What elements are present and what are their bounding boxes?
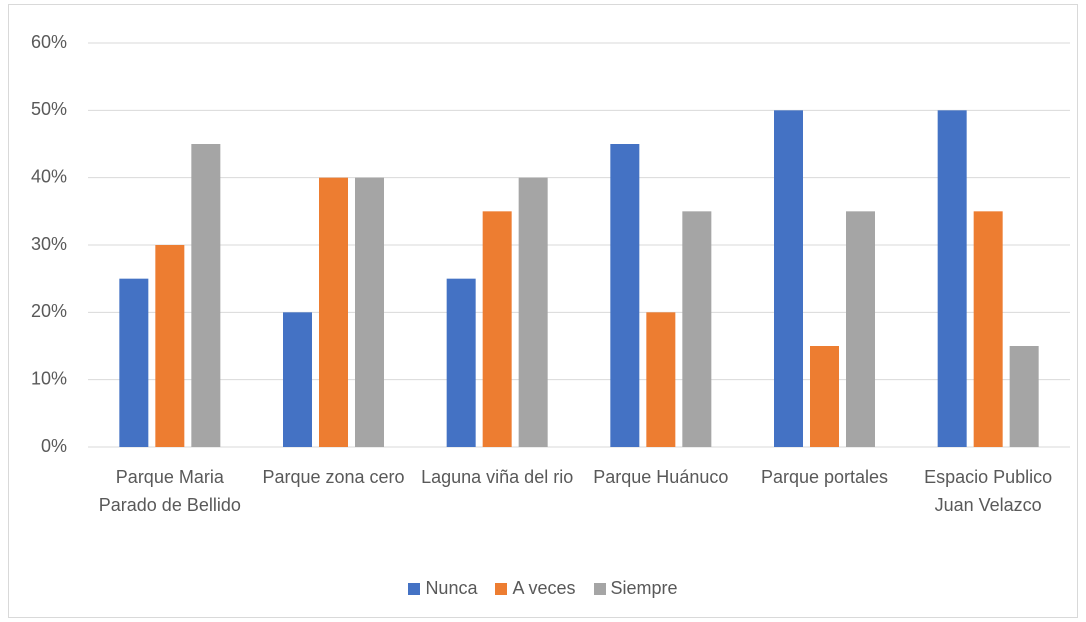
x-tick-label: Parque portales bbox=[760, 467, 889, 487]
y-tick-label: 0% bbox=[41, 436, 67, 456]
x-tick-label: Parque zona cero bbox=[262, 467, 405, 487]
chart-frame bbox=[8, 4, 1078, 618]
y-tick-label: 60% bbox=[31, 32, 67, 52]
y-tick-label: 40% bbox=[31, 166, 67, 186]
bar bbox=[846, 211, 875, 447]
x-tick-label: Espacio Publico Juan Velazco bbox=[924, 467, 1053, 515]
x-tick-label: Parque Huánuco bbox=[593, 467, 729, 487]
bar bbox=[810, 346, 839, 447]
bar bbox=[283, 312, 312, 447]
bar bbox=[155, 245, 185, 447]
bar bbox=[446, 278, 476, 447]
legend-item: A veces bbox=[495, 578, 576, 599]
bar bbox=[1009, 346, 1039, 447]
y-tick-label: 30% bbox=[31, 234, 67, 254]
x-tick-label: Laguna viña del rio bbox=[421, 467, 574, 487]
legend-label: Nunca bbox=[425, 578, 478, 598]
legend: Nunca A veces Siempre bbox=[0, 578, 1086, 599]
legend-swatch bbox=[495, 582, 508, 595]
bar bbox=[119, 278, 149, 447]
legend-swatch bbox=[408, 582, 421, 595]
legend-item: Siempre bbox=[593, 578, 678, 599]
legend-swatch bbox=[593, 582, 606, 595]
legend-item: Nunca bbox=[408, 578, 477, 599]
bar bbox=[646, 312, 676, 447]
y-tick-label: 50% bbox=[31, 99, 67, 119]
bar bbox=[518, 177, 548, 447]
bar bbox=[355, 177, 384, 447]
legend-label: Siempre bbox=[610, 578, 678, 598]
bar bbox=[610, 144, 640, 447]
bar bbox=[774, 110, 803, 447]
bar bbox=[973, 211, 1003, 447]
y-tick-label: 10% bbox=[31, 368, 67, 388]
bar bbox=[191, 144, 221, 447]
legend-label: A veces bbox=[512, 578, 576, 598]
bar bbox=[682, 211, 712, 447]
x-tick-label: Parque Maria Parado de Bellido bbox=[98, 467, 241, 515]
bar bbox=[319, 177, 348, 447]
y-tick-label: 20% bbox=[31, 301, 67, 321]
bar bbox=[937, 110, 967, 447]
bar bbox=[482, 211, 512, 447]
